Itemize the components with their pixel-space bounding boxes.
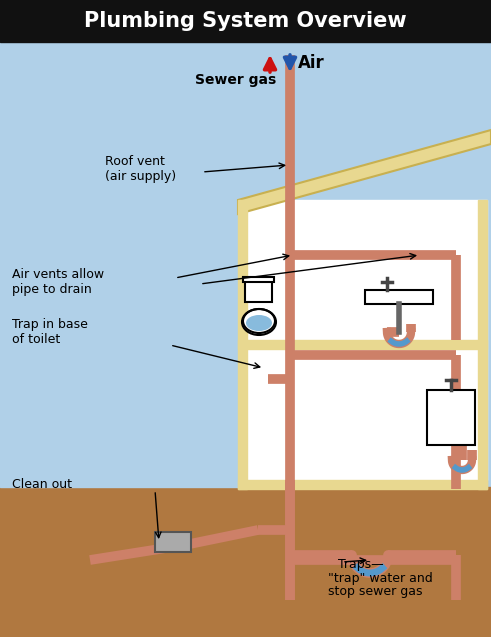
Text: Trap in base
of toilet: Trap in base of toilet [12, 318, 88, 346]
Text: Air vents allow
pipe to drain: Air vents allow pipe to drain [12, 268, 104, 296]
Bar [155, 532, 191, 552]
Text: "trap" water and: "trap" water and [328, 572, 433, 585]
Bar [238, 340, 487, 349]
Bar [245, 280, 272, 302]
Bar [478, 200, 487, 489]
Bar [238, 200, 487, 480]
Bar [243, 277, 274, 282]
Polygon shape [238, 130, 491, 214]
Text: Sewer gas: Sewer gas [195, 73, 276, 87]
Bar [238, 200, 247, 489]
Text: stop sewer gas: stop sewer gas [328, 585, 422, 598]
Text: Traps—: Traps— [338, 558, 383, 571]
Bar [365, 290, 433, 304]
Ellipse shape [242, 309, 276, 335]
Bar [0, 487, 491, 637]
Text: Plumbing System Overview: Plumbing System Overview [83, 11, 407, 31]
Text: Roof vent
(air supply): Roof vent (air supply) [105, 155, 176, 183]
Bar [238, 480, 487, 489]
Bar [0, 0, 491, 42]
Bar [427, 390, 475, 445]
Bar [0, 42, 491, 487]
Ellipse shape [246, 315, 272, 331]
Text: Clean out: Clean out [12, 478, 72, 491]
Bar [0, 42, 238, 487]
Text: Air: Air [298, 54, 325, 72]
